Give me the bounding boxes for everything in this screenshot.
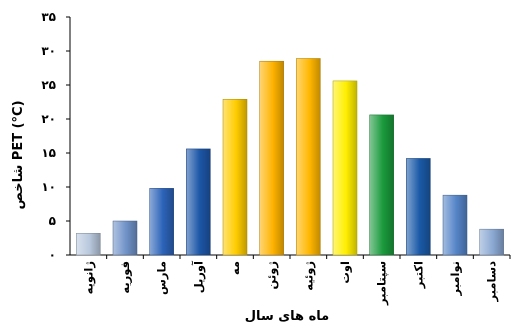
x-tick-label: مه xyxy=(228,261,242,275)
bar xyxy=(186,148,211,256)
x-tick-label: ژوئن xyxy=(265,261,280,289)
bar xyxy=(296,58,321,256)
x-tick-label: مارس xyxy=(155,261,169,295)
y-tick-label: ٢۵ xyxy=(41,78,56,92)
x-tick-label: ژانویه xyxy=(81,261,96,294)
x-tick-label: ژوئیه xyxy=(301,261,316,291)
x-tick-label: سپتامبر xyxy=(375,261,389,306)
y-tick-label: ٣٠ xyxy=(41,44,56,58)
x-tick-label: اکتبر xyxy=(411,261,425,289)
y-tick-label: ٠ xyxy=(49,248,56,262)
y-tick-label: ٣۵ xyxy=(41,10,56,24)
y-tick-label: ١٠ xyxy=(41,180,56,194)
x-tick-label: دسامبر xyxy=(485,261,499,303)
x-axis-title: ماه های سال xyxy=(245,309,329,322)
bar xyxy=(222,99,248,256)
y-tick-label: ١۵ xyxy=(41,146,56,160)
x-tick-label: نوامبر xyxy=(448,261,463,296)
bar xyxy=(76,232,101,256)
bar xyxy=(112,220,138,256)
bar xyxy=(259,60,284,256)
y-tick-label: ۵ xyxy=(49,214,56,228)
bar xyxy=(149,188,174,256)
x-tick-label: اوت xyxy=(338,261,353,284)
x-tick-label: آوریل xyxy=(191,260,206,293)
x-tick-label: فوریه xyxy=(118,261,133,294)
bar xyxy=(442,194,468,256)
bar xyxy=(369,114,394,256)
bar xyxy=(406,158,431,256)
y-axis-title: شاخص PET (°C) xyxy=(11,100,26,209)
bar xyxy=(332,80,358,256)
bar xyxy=(479,228,504,256)
y-tick-label: ٢٠ xyxy=(41,112,56,126)
plot-area: ٠ ۵ ١٠ ١۵ ٢٠ ٢۵ ٣٠ ٣۵ ژانویه فوریه مارس آوریل مه ژوئن… xyxy=(41,10,511,306)
